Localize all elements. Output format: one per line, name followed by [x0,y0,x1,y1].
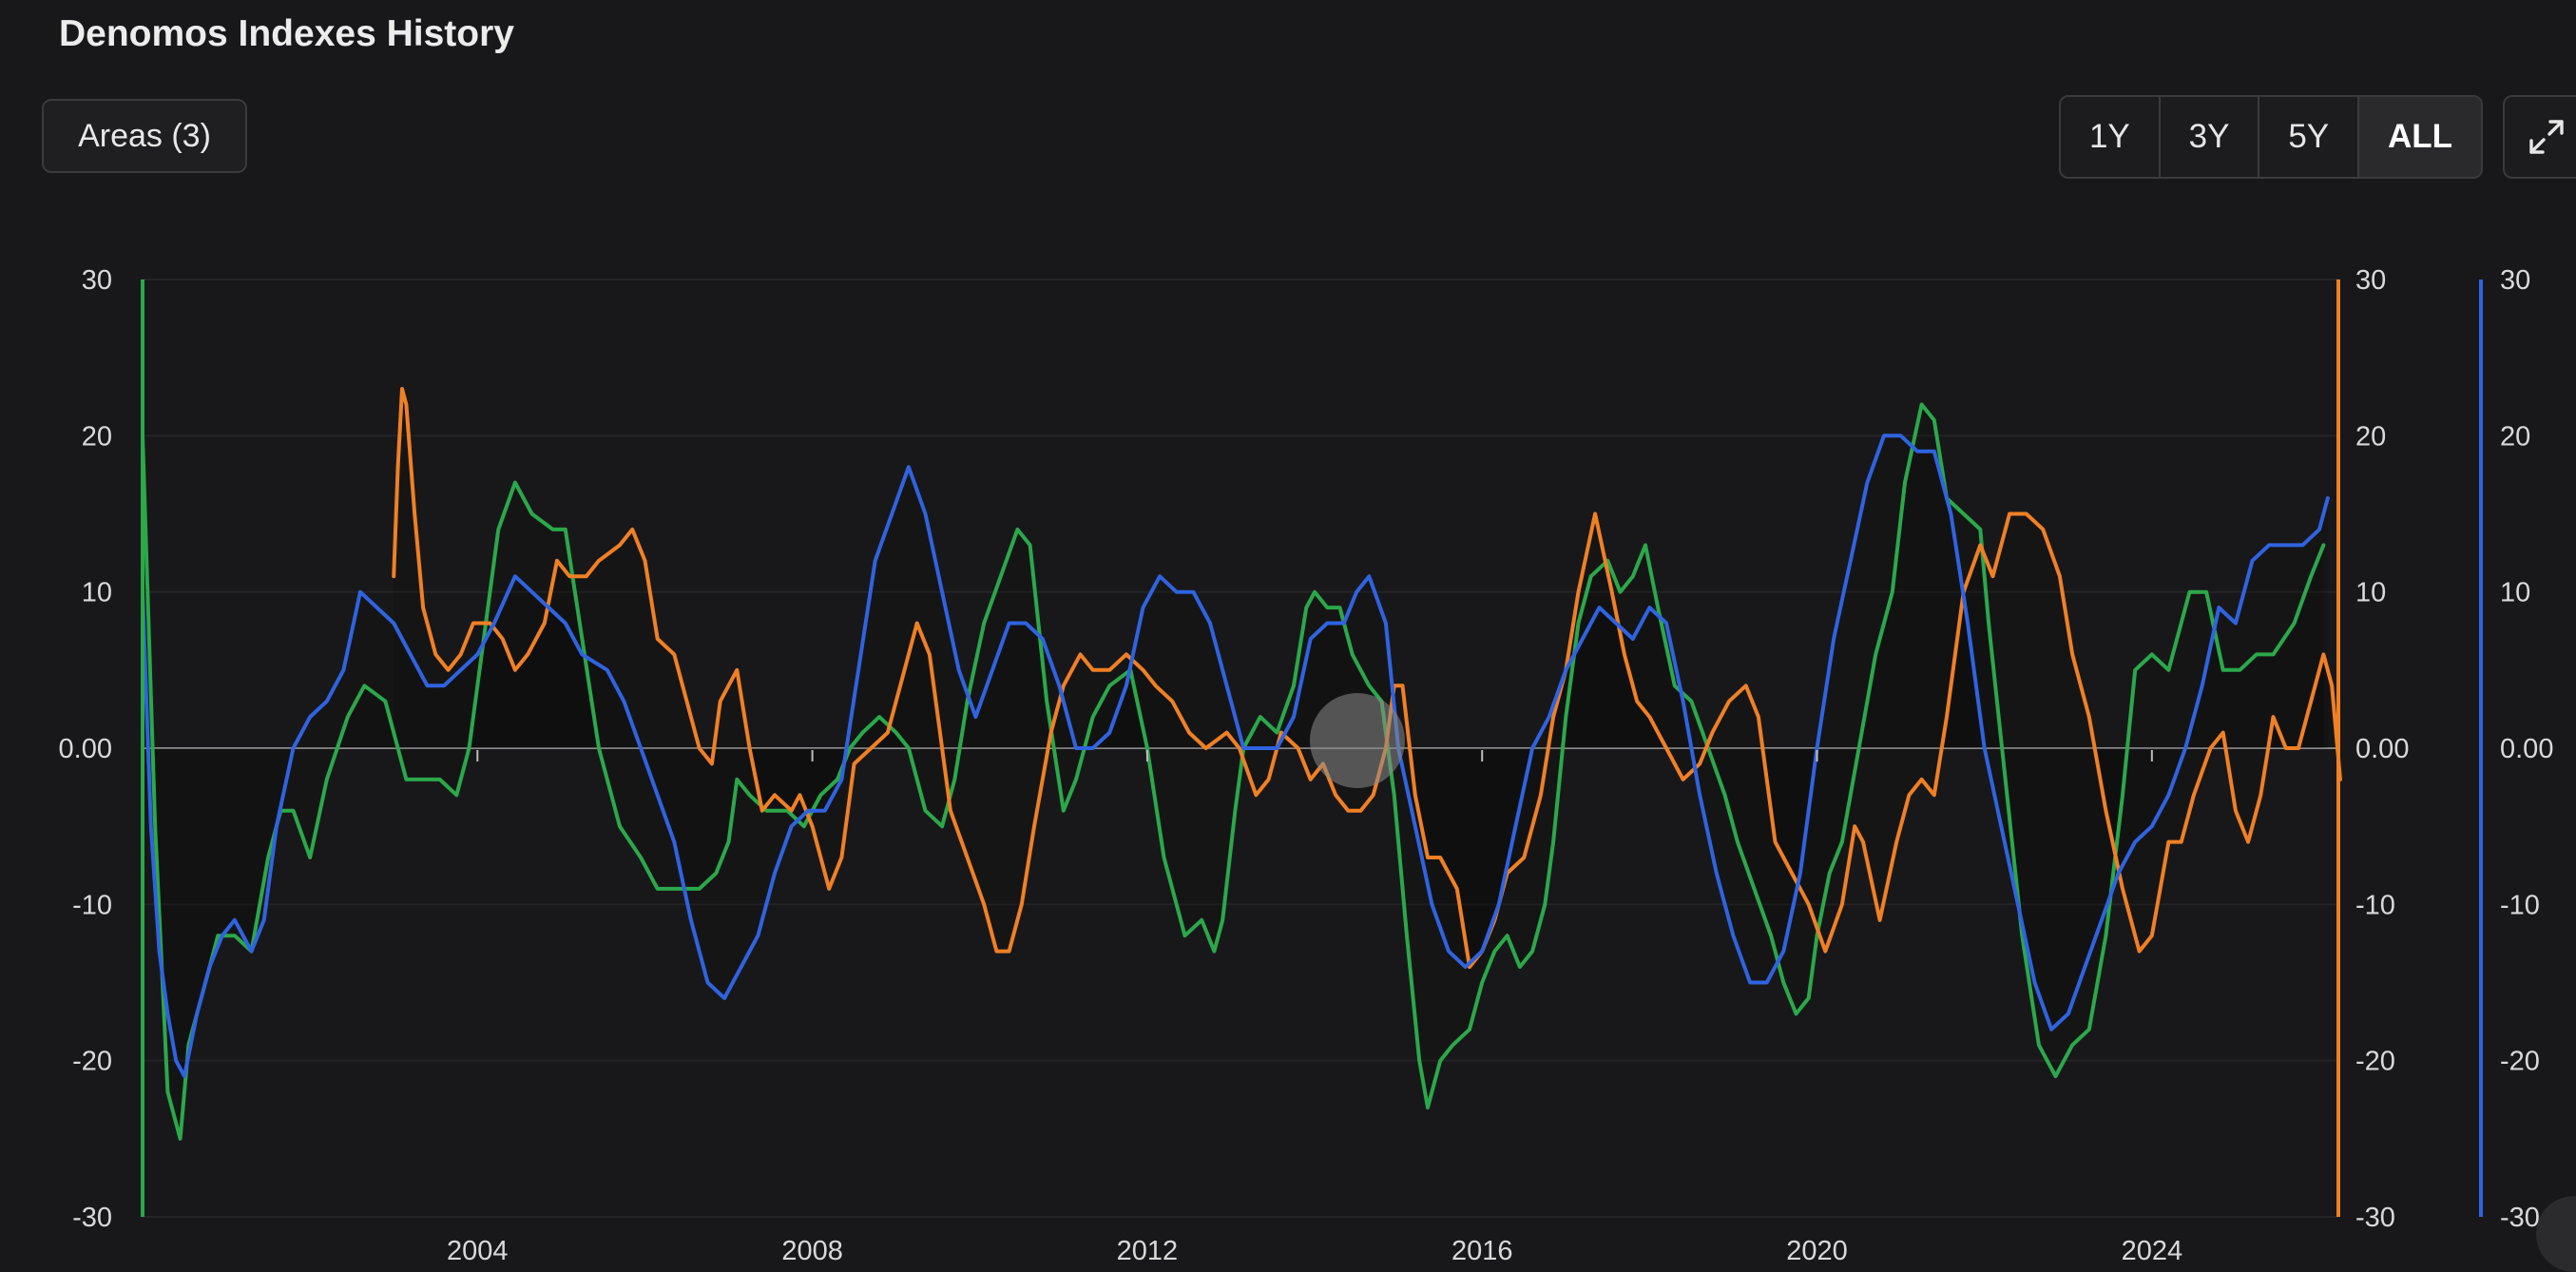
y-tick-label-right: 20 [2355,421,2386,452]
x-tick-label: 2024 [2122,1236,2183,1266]
y-tick-label-left: 20 [82,421,112,452]
fullscreen-button[interactable] [2503,95,2576,179]
x-tick-label: 2012 [1117,1236,1179,1266]
expand-icon [2529,120,2564,154]
range-3y-button[interactable]: 3Y [2161,97,2260,177]
y-tick-label-right2: 20 [2500,421,2530,452]
y-tick-label-right: 0.00 [2355,734,2409,764]
y-tick-label-left: -10 [72,890,112,920]
y-tick-label-right2: -20 [2500,1047,2540,1077]
y-tick-label-right2: -30 [2500,1203,2540,1233]
y-tick-label-left: 30 [82,265,112,296]
range-1y-button[interactable]: 1Y [2061,97,2161,177]
x-tick-label: 2020 [1786,1236,1848,1266]
page-title: Denomos Indexes History [59,13,514,54]
x-tick-label: 2004 [447,1236,509,1266]
y-tick-label-right: -30 [2355,1203,2395,1233]
range-5y-button[interactable]: 5Y [2259,97,2360,177]
y-tick-label-right: -10 [2355,890,2395,920]
areas-button[interactable]: Areas (3) [42,99,247,173]
y-tick-label-left: 10 [82,578,112,608]
y-tick-label-right: -20 [2355,1047,2395,1077]
series-area [394,389,2341,968]
y-tick-label-right2: 0.00 [2500,734,2553,764]
range-selector: 1Y 3Y 5Y ALL [2059,95,2483,179]
y-tick-label-right: 30 [2355,265,2386,296]
y-tick-label-left: 0.00 [59,734,112,764]
y-tick-label-right2: 10 [2500,578,2530,608]
y-tick-label-right2: 30 [2500,265,2530,296]
series-area [143,435,2328,1077]
y-tick-label-right2: -10 [2500,890,2540,920]
range-all-button[interactable]: ALL [2359,97,2481,177]
x-tick-label: 2016 [1451,1236,1513,1266]
series-line [141,434,2330,1079]
y-tick-label-left: -30 [72,1203,112,1233]
x-tick-label: 2008 [781,1236,843,1266]
hover-cursor[interactable] [1310,693,1405,788]
y-tick-label-left: -20 [72,1047,112,1077]
y-tick-label-right: 10 [2355,578,2386,608]
series-line [392,387,2342,970]
area-fill-layer [143,389,2341,1139]
series-line [141,402,2326,1141]
series-layer [141,387,2342,1141]
series-area [143,404,2324,1139]
